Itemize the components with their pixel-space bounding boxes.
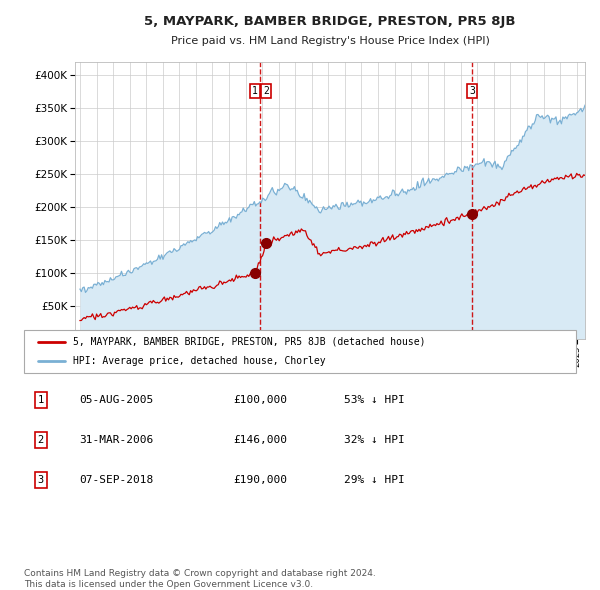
Text: 2: 2 [263,86,269,96]
Text: 31-MAR-2006: 31-MAR-2006 [79,435,154,445]
Text: £146,000: £146,000 [234,435,288,445]
Text: 3: 3 [469,86,475,96]
Text: 5, MAYPARK, BAMBER BRIDGE, PRESTON, PR5 8JB (detached house): 5, MAYPARK, BAMBER BRIDGE, PRESTON, PR5 … [73,337,425,347]
FancyBboxPatch shape [24,330,576,373]
Text: 2: 2 [37,435,44,445]
Text: HPI: Average price, detached house, Chorley: HPI: Average price, detached house, Chor… [73,356,325,366]
Text: 53% ↓ HPI: 53% ↓ HPI [344,395,405,405]
Text: 32% ↓ HPI: 32% ↓ HPI [344,435,405,445]
Text: 5, MAYPARK, BAMBER BRIDGE, PRESTON, PR5 8JB: 5, MAYPARK, BAMBER BRIDGE, PRESTON, PR5 … [144,15,516,28]
Text: 07-SEP-2018: 07-SEP-2018 [79,476,154,485]
Text: Price paid vs. HM Land Registry's House Price Index (HPI): Price paid vs. HM Land Registry's House … [170,37,490,46]
Text: 1: 1 [37,395,44,405]
Text: £100,000: £100,000 [234,395,288,405]
Text: Contains HM Land Registry data © Crown copyright and database right 2024.: Contains HM Land Registry data © Crown c… [24,569,376,578]
Text: £190,000: £190,000 [234,476,288,485]
Text: This data is licensed under the Open Government Licence v3.0.: This data is licensed under the Open Gov… [24,579,313,589]
Text: 05-AUG-2005: 05-AUG-2005 [79,395,154,405]
Text: 1: 1 [252,86,258,96]
Text: 29% ↓ HPI: 29% ↓ HPI [344,476,405,485]
Text: 3: 3 [37,476,44,485]
